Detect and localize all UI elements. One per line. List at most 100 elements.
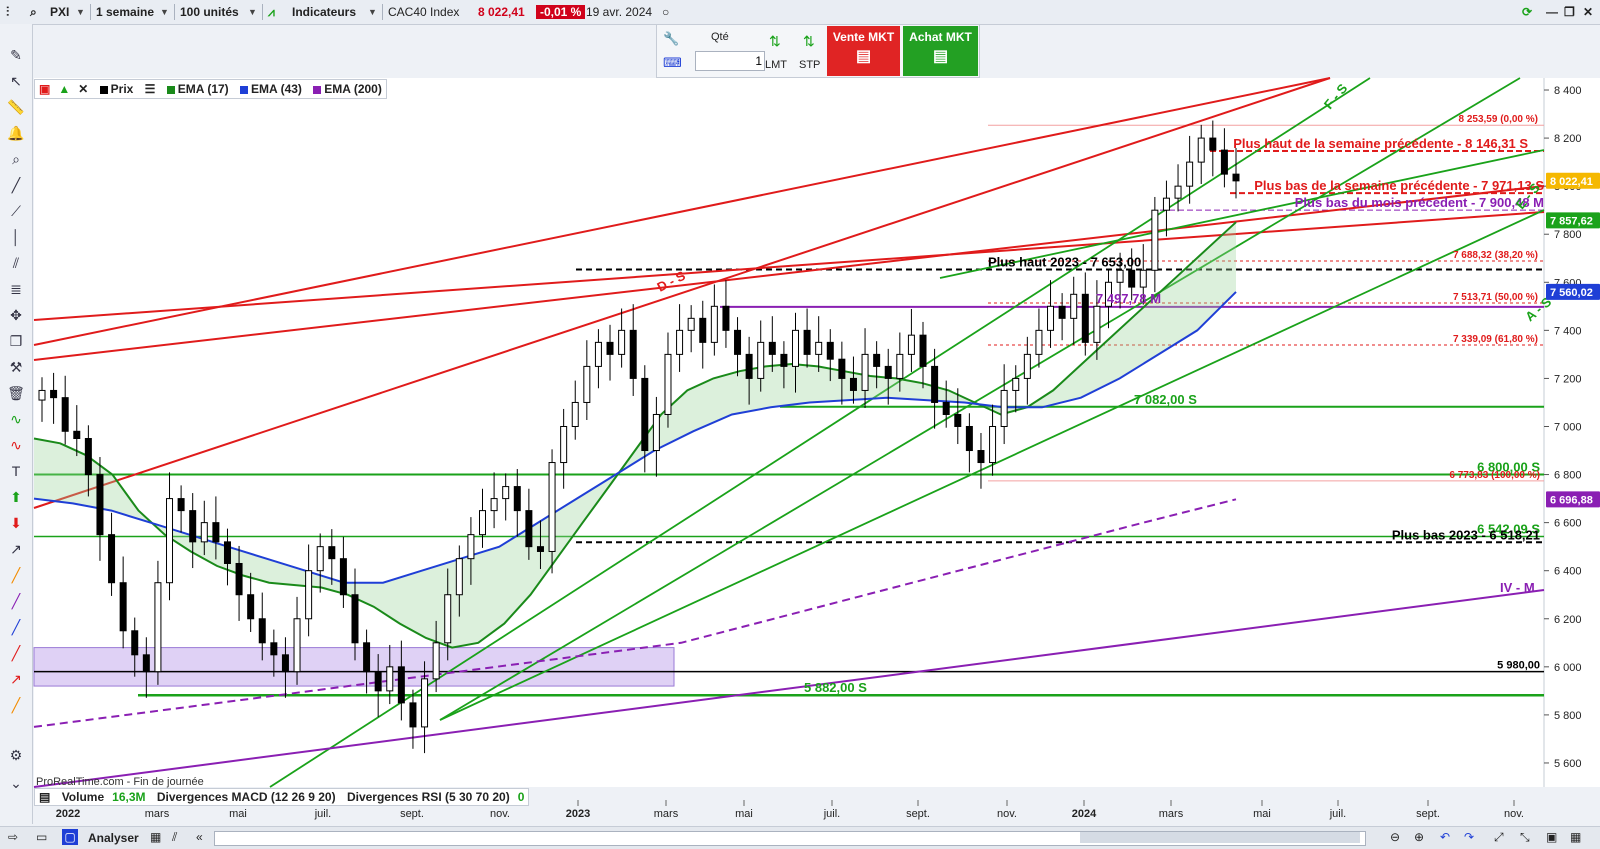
wave-icon[interactable]: ∿ — [10, 411, 22, 427]
blue-line-icon[interactable]: ╱ — [11, 619, 21, 635]
expand-icon[interactable]: ⤡ — [1520, 830, 1530, 844]
consolidation-zone — [33, 647, 675, 687]
candle-body — [768, 341, 776, 355]
candle-body — [212, 522, 220, 543]
x-tick-label: mai — [1253, 808, 1271, 820]
undo-icon[interactable]: ↶ — [1440, 830, 1451, 844]
zoom-icon[interactable]: ⌕ — [12, 151, 20, 167]
indicators-button[interactable]: Indicateurs — [292, 5, 357, 19]
move-icon[interactable]: ✥ — [10, 307, 22, 323]
wave-red-icon[interactable]: ∿ — [10, 437, 22, 453]
chevron-down-icon[interactable]: ⌄ — [10, 775, 22, 791]
minimize-icon[interactable]: — — [1546, 5, 1558, 19]
ruler-icon[interactable]: 📏 — [7, 99, 25, 115]
zoom-out-icon[interactable]: ⊖ — [1390, 830, 1401, 844]
orange-line-icon[interactable]: ╱ — [11, 567, 21, 583]
red-arrow-icon[interactable]: ↗ — [10, 671, 22, 687]
symbol-selector[interactable]: PXI — [50, 5, 70, 19]
candle-body — [826, 341, 834, 360]
alarm-icon[interactable]: 🔔 — [7, 125, 25, 141]
candle-body — [815, 341, 823, 355]
lmt-icon[interactable]: ⇅ — [769, 33, 781, 49]
legend-close-icon[interactable]: ✕ — [78, 82, 89, 96]
legend-ema43[interactable]: EMA (43) — [236, 80, 306, 98]
app-icon[interactable]: ▢ — [62, 829, 78, 845]
volume-label[interactable]: Volume — [61, 790, 105, 804]
redo-icon[interactable]: ↷ — [1464, 830, 1475, 844]
arrow-up-icon[interactable]: ⬆ — [10, 489, 22, 505]
orange-line-icon[interactable]: ╱ — [11, 697, 21, 713]
lmt-button[interactable]: LMT — [765, 59, 787, 71]
candle-body — [919, 334, 927, 367]
legend-ema17[interactable]: EMA (17) — [163, 80, 233, 98]
red-line-icon[interactable]: ╱ — [11, 645, 21, 661]
legend-ema200[interactable]: EMA (200) — [309, 80, 386, 98]
trend-channel-icon[interactable]: ⫽ — [12, 255, 20, 271]
double-chevron-left-icon[interactable]: « — [196, 830, 203, 844]
qty-input[interactable] — [695, 51, 765, 71]
grid-icon[interactable]: ▦ — [150, 830, 162, 844]
fibonacci-icon[interactable]: ≣ — [10, 281, 22, 297]
search-icon[interactable]: ⌕ — [30, 5, 37, 19]
units-selector[interactable]: 100 unités — [180, 5, 239, 19]
ray-icon[interactable]: ⟋ — [11, 203, 21, 219]
stp-button[interactable]: STP — [799, 59, 821, 71]
window-icon[interactable]: ▭ — [36, 830, 48, 844]
analyser-tab[interactable]: Analyser — [88, 831, 139, 845]
x-tick-label: mars — [1159, 808, 1184, 820]
legend-list-icon[interactable]: ☰ — [144, 82, 156, 96]
chevron-down-icon[interactable]: ▼ — [248, 7, 257, 17]
copy-icon[interactable]: ❐ — [9, 333, 23, 349]
zoom-in-icon[interactable]: ⊕ — [1414, 830, 1425, 844]
indicator-list-icon[interactable]: ▤ — [39, 790, 51, 804]
level-label: 7 339,09 (61,80 %) — [1453, 334, 1538, 345]
macd-indicator[interactable]: Divergences MACD (12 26 9 20) — [156, 790, 336, 804]
buy-market-button[interactable]: Achat MKT ▤ — [903, 26, 978, 76]
sell-market-button[interactable]: Vente MKT ▤ — [827, 26, 900, 76]
trash-icon[interactable]: 🗑 — [7, 385, 25, 401]
legend-up-icon[interactable]: ▲ — [58, 82, 71, 96]
candle-body — [907, 334, 915, 355]
settings-icon[interactable]: ⚙ — [9, 747, 23, 763]
purple-line-icon[interactable]: ╱ — [11, 593, 21, 609]
fit-icon[interactable]: ⤢ — [1494, 830, 1504, 844]
keyboard-icon[interactable]: ⌨ — [663, 55, 682, 70]
cursor-icon[interactable]: ↖ — [10, 73, 22, 89]
period-selector[interactable]: 1 semaine — [96, 5, 155, 19]
chevron-down-icon[interactable]: ▼ — [368, 7, 377, 17]
line-icon[interactable]: ╱ — [11, 177, 21, 193]
scrollbar-thumb[interactable] — [1080, 832, 1360, 843]
candle-body — [316, 546, 324, 572]
arrow-icon[interactable]: ⇨ — [8, 830, 19, 844]
close-icon[interactable]: ✕ — [1583, 5, 1594, 19]
layout-icon[interactable]: ▣ — [1546, 830, 1558, 844]
x-tick-label: 2024 — [1072, 808, 1097, 820]
horizontal-scrollbar[interactable] — [214, 831, 1366, 846]
candle-body — [1023, 353, 1031, 379]
vertical-line-icon[interactable]: │ — [11, 229, 21, 245]
rsi-indicator[interactable]: Divergences RSI (5 30 70 20) — [346, 790, 510, 804]
trend-line — [33, 589, 1545, 788]
wrench-icon[interactable]: 🔧 — [663, 31, 680, 46]
arrow-down-icon[interactable]: ⬇ — [10, 515, 22, 531]
grid-icon[interactable]: ▦ — [1570, 830, 1582, 844]
candle-body — [1139, 269, 1147, 288]
pencil-icon[interactable]: ✎ — [10, 47, 22, 63]
legend-price[interactable]: Prix — [96, 80, 138, 98]
arrow-line-icon[interactable]: ↗ — [10, 541, 22, 557]
y-tick-label: 7 800 — [1554, 229, 1582, 241]
chevron-down-icon[interactable]: ▼ — [160, 7, 169, 17]
price-tag-label: 8 022,41 — [1550, 176, 1593, 188]
indicators-icon[interactable]: ⩘ — [268, 5, 275, 19]
restore-icon[interactable]: ❐ — [1564, 5, 1575, 19]
candle-body — [96, 474, 104, 536]
stp-icon[interactable]: ⇅ — [803, 33, 815, 49]
refresh-icon[interactable]: ⟳ — [1522, 5, 1533, 19]
chart-icon[interactable]: ⫽ — [172, 830, 178, 844]
chart-type-icon[interactable]: ⫶ — [6, 4, 10, 19]
legend-controls[interactable]: ▣ — [39, 82, 51, 96]
text-icon[interactable]: T — [11, 463, 21, 479]
chevron-down-icon[interactable]: ▼ — [76, 7, 85, 17]
magic-icon[interactable]: ⚒ — [9, 359, 23, 375]
